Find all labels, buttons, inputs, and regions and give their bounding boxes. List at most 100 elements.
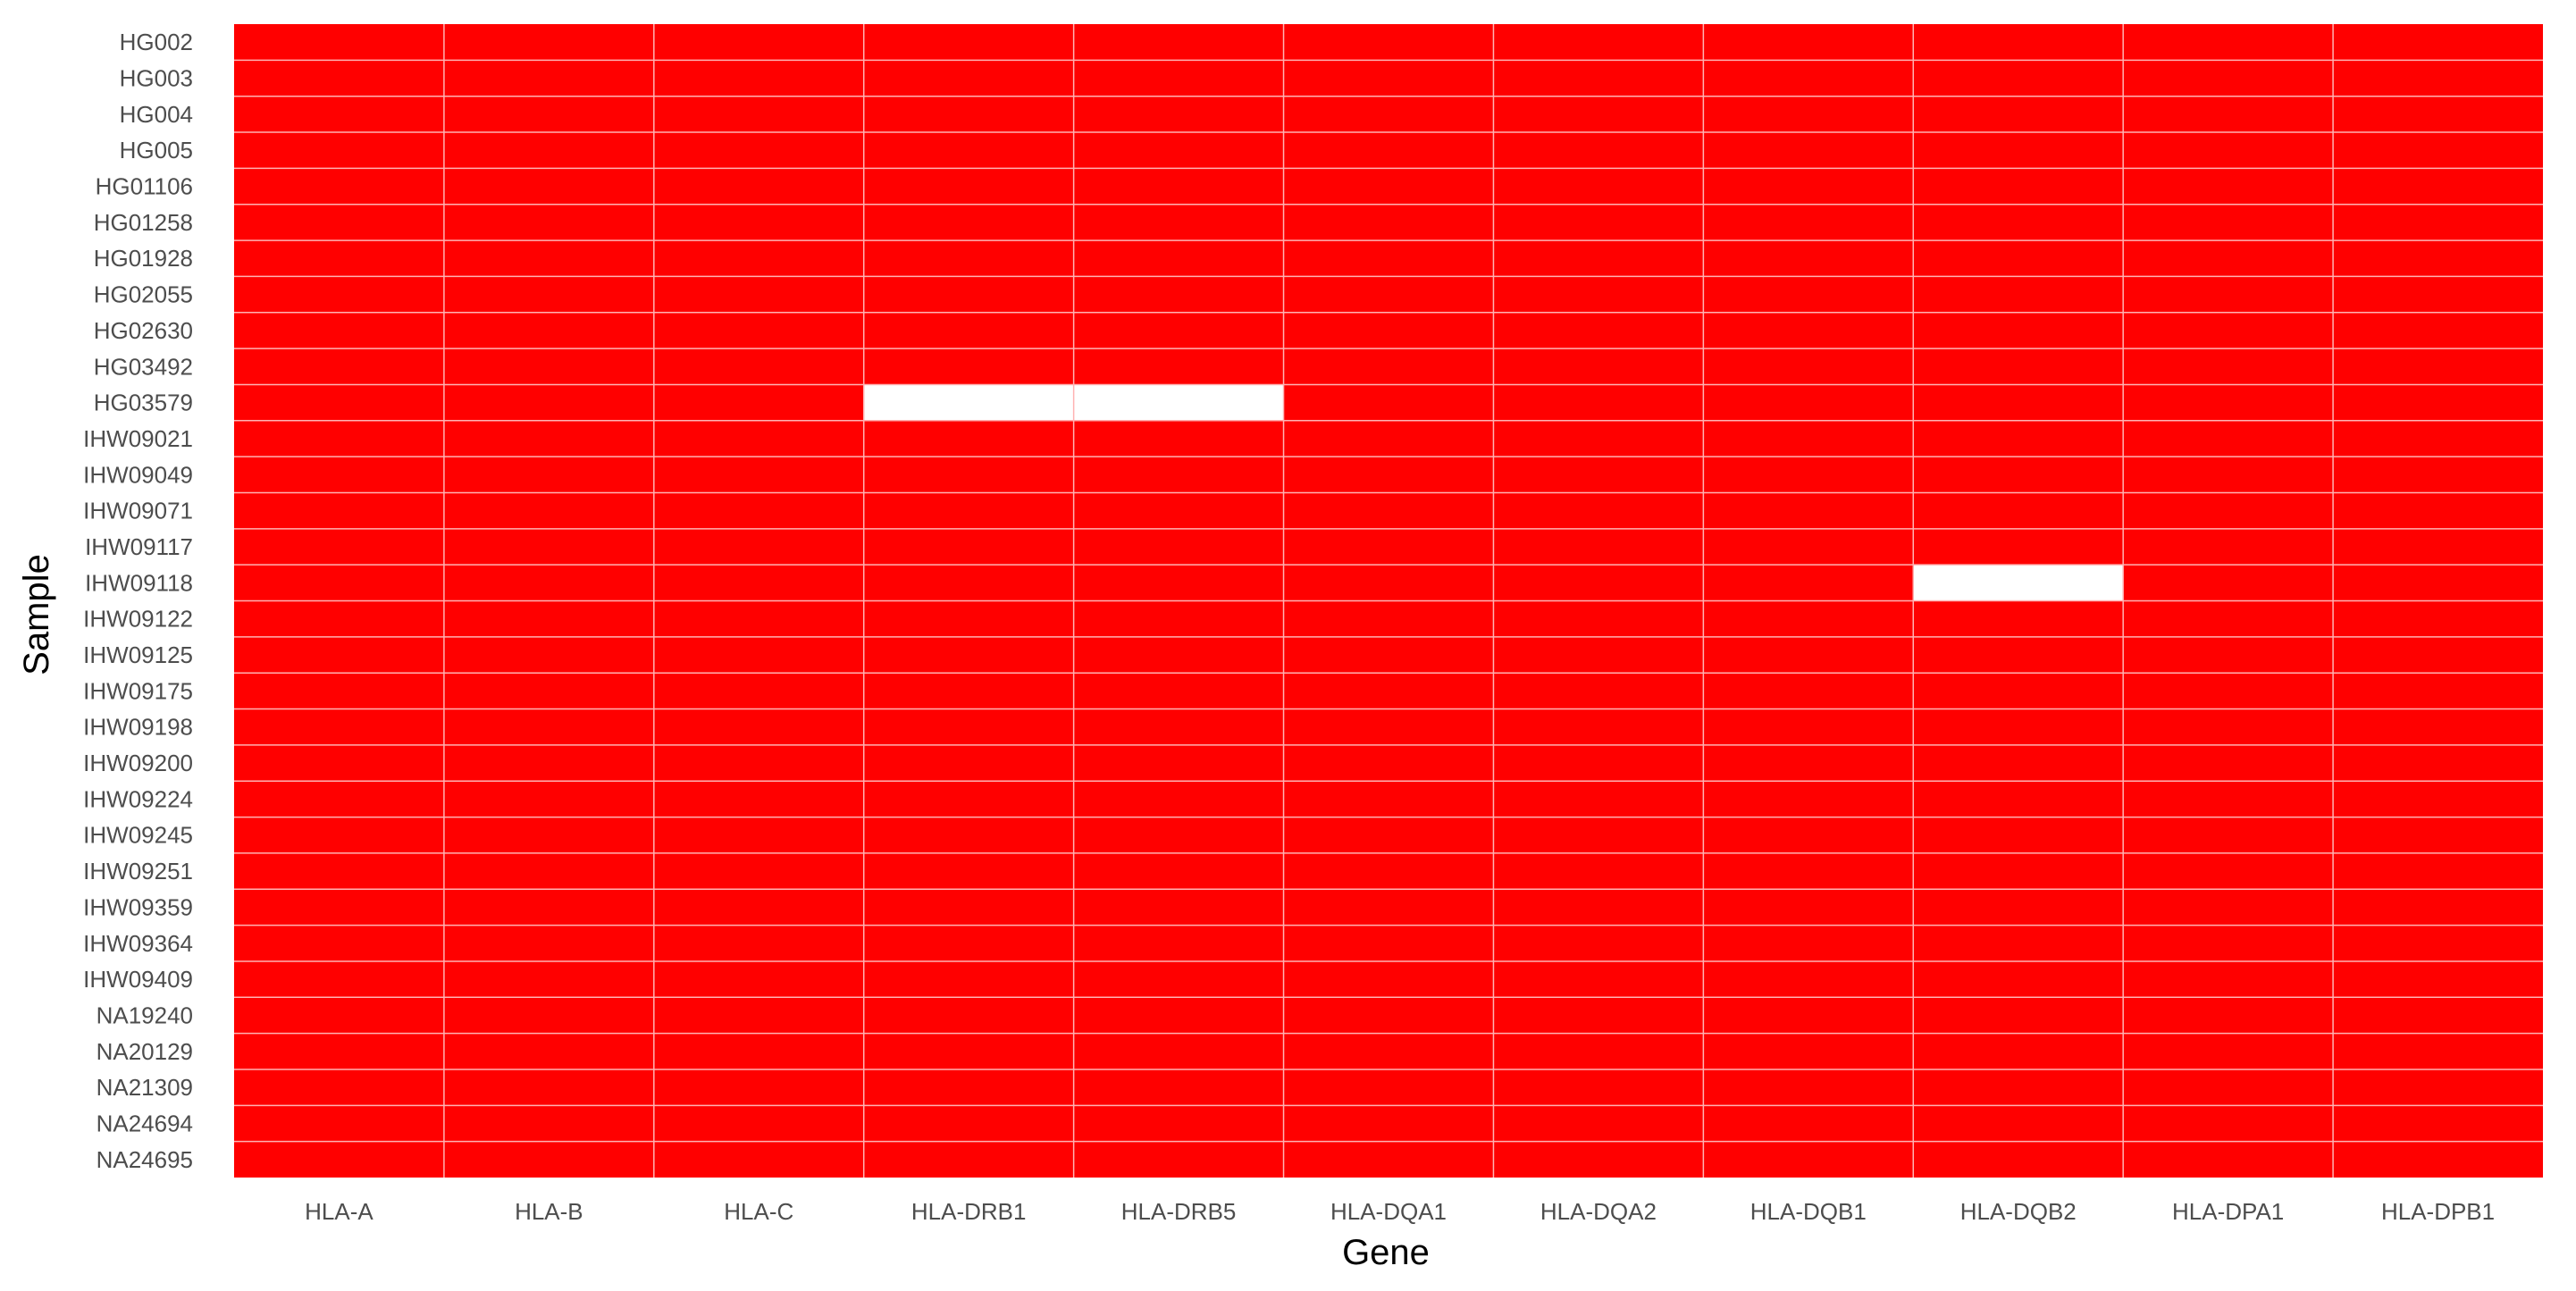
heatmap-cell	[234, 240, 444, 277]
heatmap-cell	[234, 1141, 444, 1178]
heatmap-cell	[1493, 960, 1704, 998]
heatmap-cell	[1493, 600, 1704, 637]
heatmap-cell	[863, 420, 1074, 457]
heatmap-cell	[1283, 925, 1494, 961]
heatmap-cell	[234, 781, 444, 817]
heatmap-cell	[2333, 817, 2543, 853]
heatmap-cell	[2333, 240, 2543, 277]
heatmap-cell	[1283, 960, 1494, 998]
heatmap-cell	[863, 600, 1074, 637]
heatmap-cell	[653, 744, 864, 782]
heatmap-cell	[234, 600, 444, 637]
heatmap-cell	[443, 889, 654, 926]
heatmap-cell	[1283, 744, 1494, 782]
x-tick-label: HLA-A	[305, 1198, 373, 1225]
heatmap-cell	[2123, 96, 2334, 133]
heatmap-cell	[2123, 1069, 2334, 1106]
heatmap-cell	[1493, 457, 1704, 493]
heatmap-cell	[2123, 997, 2334, 1034]
heatmap-cell	[863, 528, 1074, 566]
heatmap-cell	[653, 1033, 864, 1069]
heatmap-cell	[653, 1069, 864, 1106]
heatmap-cell	[1073, 889, 1284, 926]
heatmap-cell	[1913, 528, 2124, 566]
heatmap-cell	[2123, 817, 2334, 853]
heatmap-cell	[1283, 565, 1494, 601]
heatmap-cell	[1283, 204, 1494, 241]
heatmap-cell	[1283, 96, 1494, 133]
heatmap-cell	[1493, 96, 1704, 133]
y-tick-labels: HG002 HG003 HG004 HG005 HG01106 HG01258 HG0192…	[83, 29, 193, 1173]
heatmap-cell	[653, 348, 864, 385]
heatmap-cell	[1703, 420, 1914, 457]
heatmap-cell	[234, 1105, 444, 1142]
heatmap-cell	[1913, 925, 2124, 961]
y-tick-label: HG004	[120, 101, 193, 128]
heatmap-cell	[2123, 1105, 2334, 1142]
y-axis-title: Sample	[17, 554, 56, 675]
heatmap-cell	[1703, 24, 1914, 61]
x-tick-label: HLA-DRB1	[911, 1198, 1027, 1225]
heatmap-cell	[1913, 708, 2124, 745]
heatmap-cell	[1493, 60, 1704, 96]
heatmap-cell	[2123, 312, 2334, 349]
heatmap-cell	[2123, 889, 2334, 926]
heatmap-cell	[1493, 565, 1704, 601]
heatmap-cell	[443, 528, 654, 566]
heatmap-cell	[443, 673, 654, 709]
heatmap-cell	[653, 240, 864, 277]
y-tick-label: IHW09409	[83, 966, 193, 993]
heatmap-cell	[1703, 384, 1914, 421]
x-tick-label: HLA-DQB2	[1960, 1198, 2077, 1225]
heatmap-cell	[1073, 852, 1284, 890]
heatmap-cell	[1913, 1033, 2124, 1069]
heatmap-cell	[443, 276, 654, 313]
heatmap-cell	[1283, 1105, 1494, 1142]
heatmap-cell	[863, 673, 1074, 709]
heatmap-cell	[2333, 384, 2543, 421]
heatmap-cell	[1703, 96, 1914, 133]
heatmap-cell	[443, 925, 654, 961]
heatmap-cell	[2333, 24, 2543, 61]
heatmap-cell	[653, 1105, 864, 1142]
heatmap-cell	[1703, 276, 1914, 313]
heatmap-cell	[2123, 528, 2334, 566]
heatmap-cell	[1283, 528, 1494, 566]
heatmap-cell	[234, 960, 444, 998]
heatmap-cell	[1913, 132, 2124, 169]
heatmap-cell	[443, 744, 654, 782]
heatmap-cell	[1913, 997, 2124, 1034]
heatmap-cell	[1283, 708, 1494, 745]
heatmap-cell	[1493, 384, 1704, 421]
heatmap-cell	[653, 1141, 864, 1178]
heatmap-cell	[863, 1033, 1074, 1069]
heatmap-cell	[2123, 708, 2334, 745]
heatmap-cell	[653, 24, 864, 61]
heatmap-cell	[1913, 204, 2124, 241]
heatmap-cell	[1703, 673, 1914, 709]
heatmap-cell	[443, 492, 654, 529]
heatmap-cell	[653, 600, 864, 637]
heatmap-cell	[1703, 60, 1914, 96]
y-tick-label: IHW09364	[83, 930, 193, 957]
heatmap-cell	[1703, 565, 1914, 601]
heatmap-cell	[2123, 204, 2334, 241]
heatmap-cell	[1283, 312, 1494, 349]
heatmap-cell	[2123, 132, 2334, 169]
heatmap-cell	[2333, 673, 2543, 709]
heatmap-cells	[234, 24, 2543, 1178]
heatmap-cell	[2123, 420, 2334, 457]
heatmap-cell	[234, 96, 444, 133]
heatmap-cell	[1703, 781, 1914, 817]
heatmap-cell	[443, 960, 654, 998]
heatmap-cell	[1913, 565, 2124, 601]
heatmap-cell	[2333, 852, 2543, 890]
heatmap-cell	[234, 817, 444, 853]
y-tick-label: NA20129	[96, 1038, 193, 1065]
heatmap-cell	[443, 132, 654, 169]
heatmap-cell	[1283, 1033, 1494, 1069]
heatmap-cell	[863, 889, 1074, 926]
heatmap-cell	[1493, 312, 1704, 349]
heatmap-cell	[2333, 348, 2543, 385]
heatmap-cell	[2123, 781, 2334, 817]
